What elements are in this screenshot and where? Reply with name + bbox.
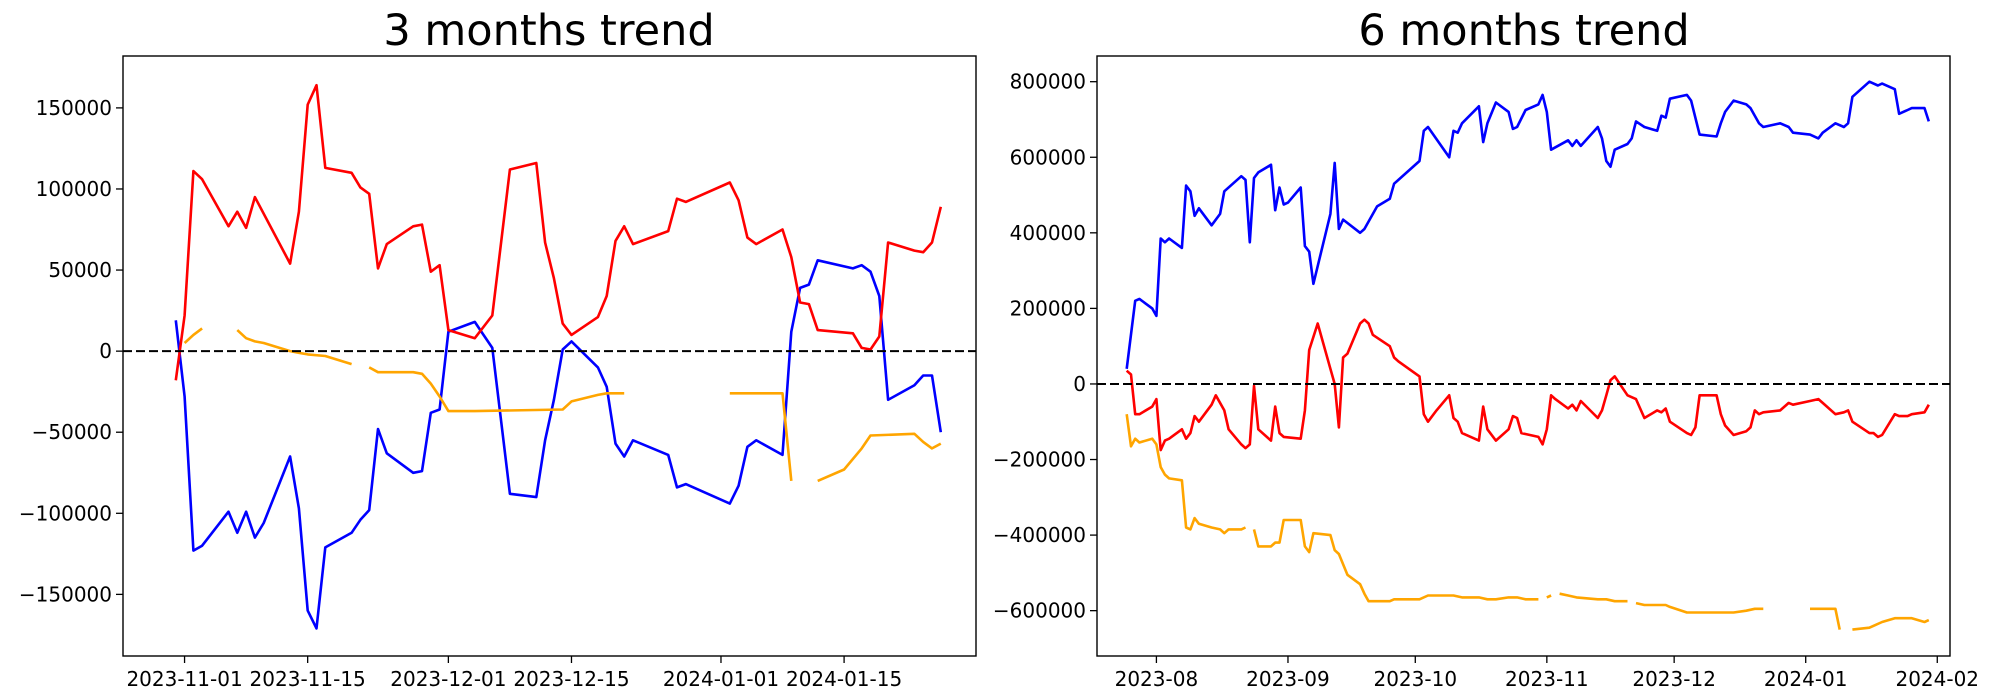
x-tick-label: 2024-01-01 <box>663 667 779 691</box>
x-tick-label: 2024-01 <box>1764 667 1848 691</box>
x-tick-label: 2023-11-01 <box>126 667 242 691</box>
y-tick-label: −150000 <box>19 582 112 606</box>
series-line-1 <box>1125 318 1930 452</box>
series-layer <box>174 83 943 630</box>
axis-ticks: −150000 −100000 −50000 0 50000 100000 150000 20… <box>19 96 902 691</box>
series-line-0 <box>1125 80 1931 369</box>
series-line-1 <box>174 83 943 381</box>
x-tick-label: 2023-12 <box>1632 667 1716 691</box>
series-line-0 <box>174 259 943 630</box>
plot-frame <box>122 55 977 657</box>
axis-ticks: −600000 −400000 −200000 0 200000 400000 600000… <box>993 70 1979 691</box>
y-tick-label: −100000 <box>19 501 112 525</box>
y-tick-label: 0 <box>99 339 112 363</box>
y-tick-label: −50000 <box>32 420 112 444</box>
chart-3-months: 3 months trend −150000 −100000 −50000 0 5000… <box>19 6 977 691</box>
x-tick-label: 2024-02 <box>1895 667 1979 691</box>
series-line-2 <box>183 327 942 483</box>
y-tick-label: 800000 <box>1010 70 1086 94</box>
x-tick-label: 2023-08 <box>1115 667 1199 691</box>
chart-title: 3 months trend <box>383 6 714 56</box>
x-tick-label: 2023-09 <box>1246 667 1330 691</box>
series-layer <box>1125 80 1931 631</box>
y-tick-label: 200000 <box>1010 296 1086 320</box>
y-tick-label: 50000 <box>48 258 112 282</box>
y-tick-label: 400000 <box>1010 221 1086 245</box>
x-tick-label: 2023-11-15 <box>250 667 366 691</box>
y-tick-label: −200000 <box>993 448 1086 472</box>
y-tick-label: 100000 <box>36 177 112 201</box>
y-tick-label: 150000 <box>36 96 112 120</box>
y-tick-label: −400000 <box>993 523 1086 547</box>
x-tick-label: 2023-12-15 <box>513 667 629 691</box>
chart-title: 6 months trend <box>1358 6 1689 56</box>
plot-frame <box>1096 55 1951 657</box>
series-line-2 <box>1125 414 1930 631</box>
x-tick-label: 2023-11 <box>1505 667 1589 691</box>
x-tick-label: 2023-10 <box>1373 667 1457 691</box>
chart-6-months: 6 months trend −600000 −400000 −200000 0 200… <box>993 6 1979 691</box>
x-tick-label: 2023-12-01 <box>390 667 506 691</box>
y-tick-label: −600000 <box>993 599 1086 623</box>
y-tick-label: 600000 <box>1010 145 1086 169</box>
y-tick-label: 0 <box>1073 372 1086 396</box>
x-tick-label: 2024-01-15 <box>786 667 902 691</box>
